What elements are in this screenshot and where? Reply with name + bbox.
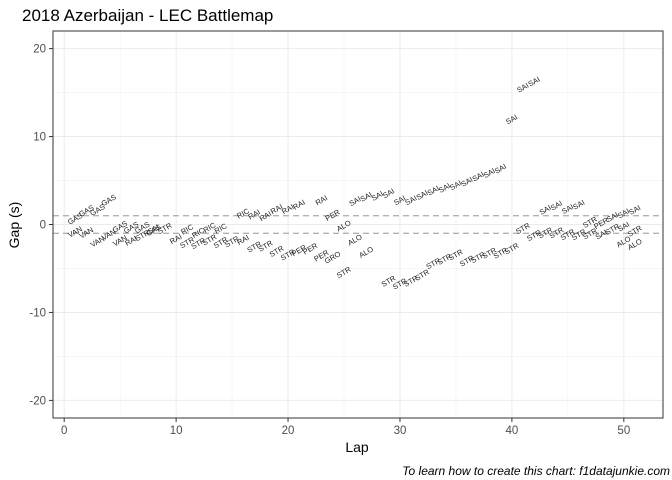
y-tick-label: -10 [29, 307, 46, 319]
x-tick-label: 20 [282, 425, 295, 437]
x-axis-ticks: 0 10 20 30 40 50 [61, 418, 630, 437]
x-axis-title: Lap [345, 439, 369, 455]
y-tick-label: -20 [29, 395, 46, 407]
x-tick-label: 0 [61, 425, 67, 437]
y-tick-label: 10 [33, 132, 46, 144]
x-tick-label: 50 [617, 425, 630, 437]
x-tick-label: 40 [506, 425, 519, 437]
y-tick-label: 0 [40, 220, 46, 232]
chart-caption: To learn how to create this chart: f1dat… [402, 464, 670, 478]
x-tick-label: 30 [394, 425, 407, 437]
y-tick-label: 20 [33, 44, 46, 56]
y-axis-title: Gap (s) [6, 202, 22, 249]
chart-title: 2018 Azerbaijan - LEC Battlemap [22, 6, 273, 25]
reference-lines [53, 215, 663, 234]
x-tick-label: 10 [170, 425, 183, 437]
major-gridlines [53, 31, 663, 418]
y-axis-ticks: -20 -10 0 10 20 [29, 44, 53, 407]
